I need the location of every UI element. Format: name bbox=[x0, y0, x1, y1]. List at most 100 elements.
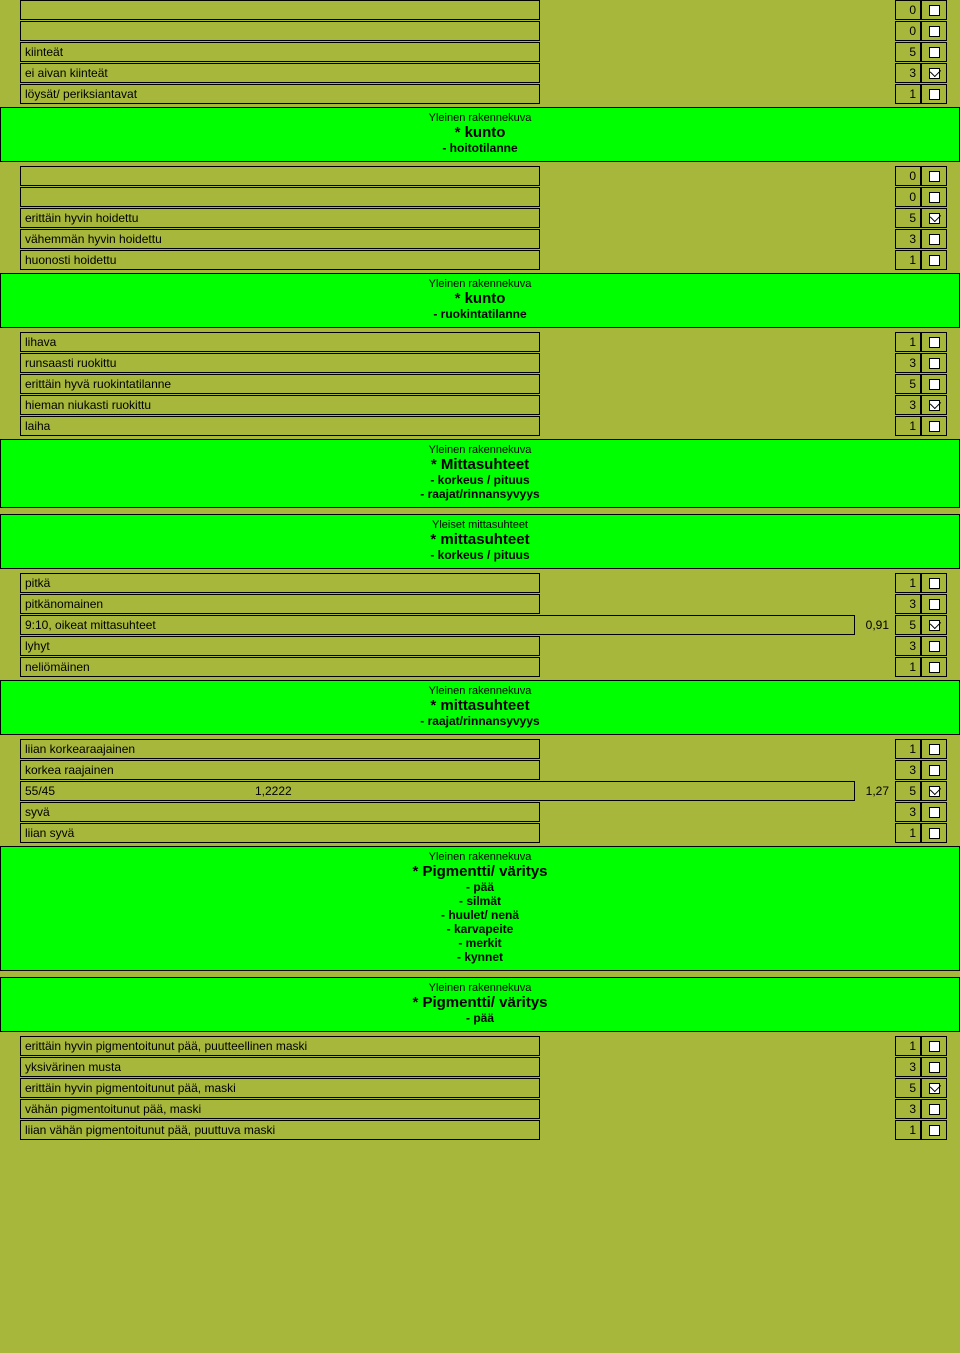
checkbox-cell[interactable] bbox=[921, 395, 947, 415]
score-cell: 3 bbox=[895, 1057, 921, 1077]
option-label: erittäin hyvin pigmentoitunut pää, maski bbox=[20, 1078, 540, 1098]
checkbox-cell[interactable] bbox=[921, 84, 947, 104]
checkbox-cell[interactable] bbox=[921, 615, 947, 635]
header-sup: Yleinen rakennekuva bbox=[1, 444, 959, 456]
option-label: ei aivan kiinteät bbox=[20, 63, 540, 83]
score-cell: 1 bbox=[895, 1120, 921, 1140]
header-sub: - korkeus / pituus bbox=[1, 473, 959, 487]
spacer bbox=[540, 1078, 895, 1098]
option-label: kiinteät bbox=[20, 42, 540, 62]
row-group: erittäin hyvin pigmentoitunut pää, puutt… bbox=[0, 1036, 960, 1143]
spacer bbox=[540, 636, 895, 656]
score-cell: 3 bbox=[895, 1099, 921, 1119]
header-title: * Mittasuhteet bbox=[1, 456, 959, 473]
option-label: liian korkearaajainen bbox=[20, 739, 540, 759]
option-label: korkea raajainen bbox=[20, 760, 540, 780]
checkbox-icon bbox=[929, 213, 940, 224]
spacer bbox=[540, 250, 895, 270]
header-title: * mittasuhteet bbox=[1, 697, 959, 714]
checkbox-icon bbox=[929, 744, 940, 755]
checkbox-cell[interactable] bbox=[921, 802, 947, 822]
option-row: lihava1 bbox=[20, 332, 960, 352]
checkbox-cell[interactable] bbox=[921, 250, 947, 270]
score-cell: 0 bbox=[895, 187, 921, 207]
checkbox-icon bbox=[929, 620, 940, 631]
header-sub: - pää bbox=[1, 880, 959, 894]
header-sub: - korkeus / pituus bbox=[1, 548, 959, 562]
checkbox-icon bbox=[929, 89, 940, 100]
checkbox-cell[interactable] bbox=[921, 42, 947, 62]
score-cell: 5 bbox=[895, 1078, 921, 1098]
header-title: * kunto bbox=[1, 124, 959, 141]
checkbox-cell[interactable] bbox=[921, 636, 947, 656]
checkbox-cell[interactable] bbox=[921, 353, 947, 373]
checkbox-cell[interactable] bbox=[921, 739, 947, 759]
spacer bbox=[540, 21, 895, 41]
spacer bbox=[540, 187, 895, 207]
checkbox-cell[interactable] bbox=[921, 229, 947, 249]
row-group: pitkä1pitkänomainen39:10, oikeat mittasu… bbox=[0, 573, 960, 680]
checkbox-cell[interactable] bbox=[921, 21, 947, 41]
checkbox-icon bbox=[929, 192, 940, 203]
score-cell: 5 bbox=[895, 615, 921, 635]
checkbox-cell[interactable] bbox=[921, 781, 947, 801]
checkbox-cell[interactable] bbox=[921, 760, 947, 780]
header-sup: Yleinen rakennekuva bbox=[1, 278, 959, 290]
checkbox-cell[interactable] bbox=[921, 187, 947, 207]
option-row: löysät/ periksiantavat1 bbox=[20, 84, 960, 104]
header-sup: Yleinen rakennekuva bbox=[1, 851, 959, 863]
checkbox-cell[interactable] bbox=[921, 573, 947, 593]
checkbox-cell[interactable] bbox=[921, 657, 947, 677]
checkbox-icon bbox=[929, 807, 940, 818]
checkbox-icon bbox=[929, 400, 940, 411]
checkbox-cell[interactable] bbox=[921, 1120, 947, 1140]
checkbox-icon bbox=[929, 1125, 940, 1136]
row-group: liian korkearaajainen1korkea raajainen35… bbox=[0, 739, 960, 846]
score-cell: 1 bbox=[895, 84, 921, 104]
checkbox-cell[interactable] bbox=[921, 208, 947, 228]
option-row: erittäin hyvin hoidettu5 bbox=[20, 208, 960, 228]
checkbox-icon bbox=[929, 662, 940, 673]
score-cell: 0 bbox=[895, 0, 921, 20]
checkbox-cell[interactable] bbox=[921, 416, 947, 436]
option-row: korkea raajainen3 bbox=[20, 760, 960, 780]
checkbox-cell[interactable] bbox=[921, 166, 947, 186]
checkbox-cell[interactable] bbox=[921, 1036, 947, 1056]
option-label: runsaasti ruokittu bbox=[20, 353, 540, 373]
checkbox-cell[interactable] bbox=[921, 1078, 947, 1098]
spacer bbox=[540, 353, 895, 373]
checkbox-cell[interactable] bbox=[921, 374, 947, 394]
spacer bbox=[540, 657, 895, 677]
checkbox-icon bbox=[929, 828, 940, 839]
option-label bbox=[20, 0, 540, 20]
score-cell: 1 bbox=[895, 250, 921, 270]
checkbox-cell[interactable] bbox=[921, 332, 947, 352]
option-label: erittäin hyvin hoidettu bbox=[20, 208, 540, 228]
score-cell: 1 bbox=[895, 332, 921, 352]
checkbox-icon bbox=[929, 358, 940, 369]
checkbox-cell[interactable] bbox=[921, 63, 947, 83]
option-label: vähemmän hyvin hoidettu bbox=[20, 229, 540, 249]
header-title: * Pigmentti/ väritys bbox=[1, 994, 959, 1011]
mid-value: 1,27 bbox=[855, 781, 895, 801]
score-cell: 3 bbox=[895, 353, 921, 373]
checkbox-cell[interactable] bbox=[921, 823, 947, 843]
checkbox-cell[interactable] bbox=[921, 1099, 947, 1119]
header-sup: Yleinen rakennekuva bbox=[1, 112, 959, 124]
header-sub: - huulet/ nenä bbox=[1, 908, 959, 922]
score-cell: 3 bbox=[895, 636, 921, 656]
spacer bbox=[540, 374, 895, 394]
option-label: neliömäinen bbox=[20, 657, 540, 677]
spacer bbox=[540, 332, 895, 352]
option-label: 9:10, oikeat mittasuhteet bbox=[20, 615, 855, 635]
checkbox-cell[interactable] bbox=[921, 0, 947, 20]
checkbox-icon bbox=[929, 1083, 940, 1094]
checkbox-icon bbox=[929, 337, 940, 348]
checkbox-cell[interactable] bbox=[921, 1057, 947, 1077]
header-sup: Yleinen rakennekuva bbox=[1, 685, 959, 697]
spacer bbox=[540, 84, 895, 104]
checkbox-cell[interactable] bbox=[921, 594, 947, 614]
spacer bbox=[540, 802, 895, 822]
mid-value: 0,91 bbox=[855, 615, 895, 635]
spacer bbox=[540, 416, 895, 436]
